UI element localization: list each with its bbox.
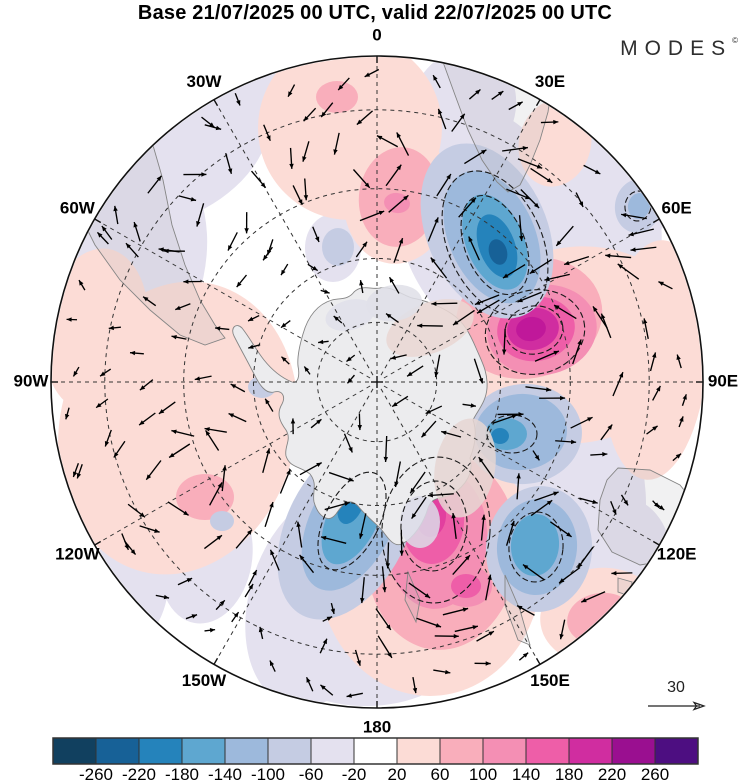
colorbar-tick-label: 220 bbox=[598, 765, 626, 783]
colorbar-tick-label: -220 bbox=[122, 765, 156, 783]
colorbar-tick-label: 100 bbox=[469, 765, 497, 783]
colorbar-cell bbox=[52, 737, 97, 765]
colorbar-cell bbox=[267, 737, 312, 765]
colorbar-tick-label: 180 bbox=[555, 765, 583, 783]
colorbar-tick-label: -20 bbox=[342, 765, 367, 783]
colorbar-cell bbox=[611, 737, 656, 765]
longitude-label: 120E bbox=[657, 544, 697, 563]
longitude-label: 30E bbox=[535, 72, 565, 91]
longitude-label: 60W bbox=[60, 198, 96, 217]
colorbar-tick-label: 140 bbox=[512, 765, 540, 783]
latlon-grid bbox=[52, 57, 702, 707]
longitude-label: 180 bbox=[363, 717, 391, 736]
colorbar-tick-label: -100 bbox=[251, 765, 285, 783]
colorbar-tick-label: 60 bbox=[431, 765, 450, 783]
longitude-label: 60E bbox=[662, 198, 692, 217]
colorbar-cell bbox=[138, 737, 183, 765]
modes-logo-mark: © bbox=[732, 36, 738, 45]
colorbar: -260 -220 -180 -140 -100 -60 -20 20 60 100 140 180 2… bbox=[52, 737, 699, 783]
reference-vector: 30 bbox=[648, 679, 706, 711]
longitude-label: 30W bbox=[187, 72, 223, 91]
longitude-label: 90W bbox=[14, 371, 50, 390]
colorbar-cell bbox=[181, 737, 226, 765]
wind-vectors bbox=[65, 68, 687, 698]
colorbar-tick-label: 20 bbox=[388, 765, 407, 783]
modes-logo: MODES© bbox=[620, 36, 738, 61]
longitude-label: 150E bbox=[530, 671, 570, 690]
new-zealand bbox=[404, 570, 531, 646]
colorbar-cell bbox=[482, 737, 527, 765]
colorbar-tick-label: -60 bbox=[299, 765, 324, 783]
colorbar-cell bbox=[439, 737, 484, 765]
colorbar-tick-label: -140 bbox=[208, 765, 242, 783]
colorbar-cell bbox=[396, 737, 441, 765]
colorbar-tick-label: -180 bbox=[165, 765, 199, 783]
chart-title: Base 21/07/2025 00 UTC, valid 22/07/2025… bbox=[137, 2, 613, 24]
colorbar-cell bbox=[654, 737, 699, 765]
reference-vector-label: 30 bbox=[667, 679, 685, 696]
colorbar-tick-label: -260 bbox=[79, 765, 113, 783]
pole-marker bbox=[371, 376, 383, 388]
colorbar-cell bbox=[95, 737, 140, 765]
longitude-label: 90E bbox=[708, 371, 738, 390]
colorbar-cell bbox=[310, 737, 355, 765]
colorbar-cell bbox=[525, 737, 570, 765]
colorbar-cell bbox=[353, 737, 398, 765]
longitude-label: 0 bbox=[372, 25, 381, 44]
colorbar-tick-label: 260 bbox=[641, 765, 669, 783]
longitude-label: 120W bbox=[55, 544, 100, 563]
modes-logo-text: MODES bbox=[620, 37, 733, 60]
colorbar-cell bbox=[568, 737, 613, 765]
longitude-labels: 0 30E 60E 90E 120E 150E 180 150W 120W 90W 60W 30W bbox=[14, 25, 739, 736]
colorbar-cell bbox=[224, 737, 269, 765]
longitude-label: 150W bbox=[182, 671, 227, 690]
